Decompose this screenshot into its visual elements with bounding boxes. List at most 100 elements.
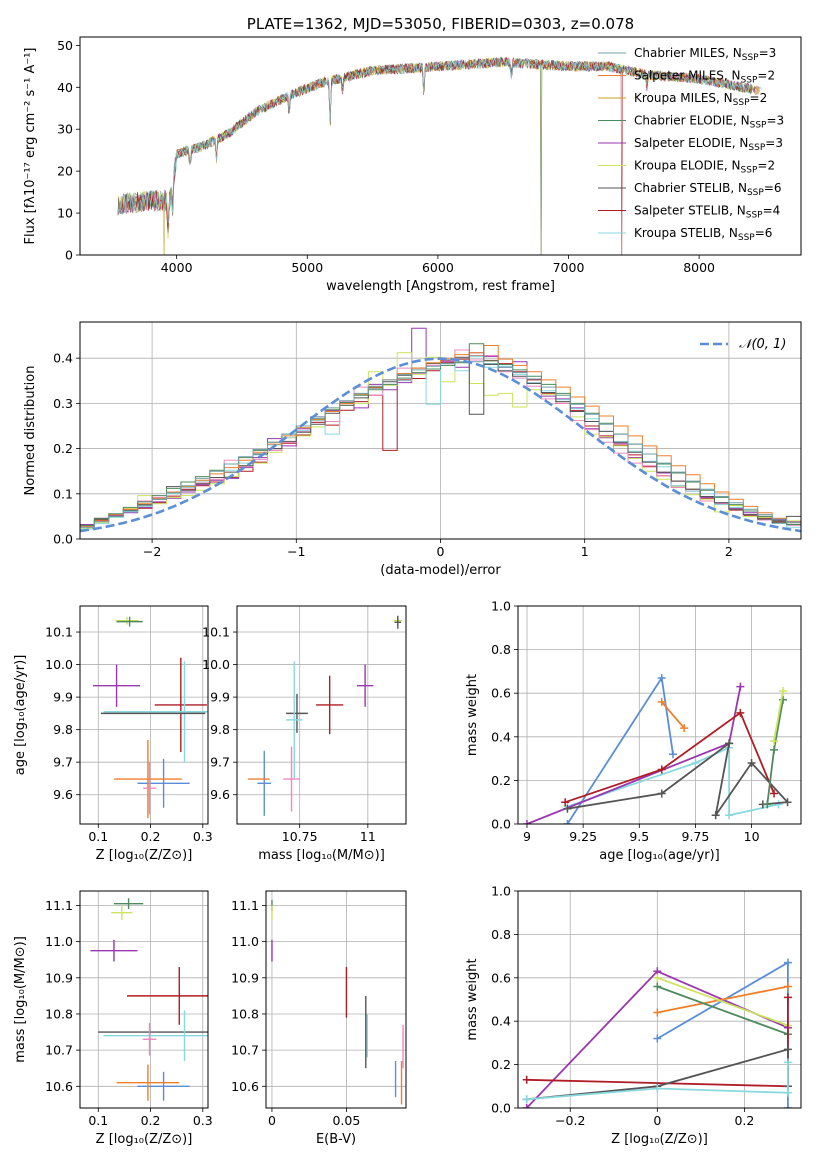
mass-vs-ebv-xtick-label-1: 0.05	[333, 1113, 361, 1128]
spectrum-legend-suffix-4: =3	[765, 136, 783, 150]
spectrum-xtick-label-1: 5000	[291, 260, 323, 275]
massweight-vs-age-marker-7-1	[779, 687, 788, 696]
massweight-vs-z-xtick-label-1: 0	[653, 1113, 661, 1128]
age-vs-z-point-3	[154, 657, 207, 753]
age-vs-z-ytick-label-1: 9.7	[53, 755, 73, 770]
spectrum-xlabel: wavelength [Angstrom, rest frame]	[326, 279, 555, 294]
massweight-vs-age-xlabel: age [log₁₀(age/yr)]	[599, 848, 720, 863]
spectrum-legend-suffix-2: =2	[750, 91, 768, 105]
mass-vs-ebv-ytick-label-5: 11.1	[231, 898, 259, 913]
massweight-vs-age-ytick-label-2: 0.4	[491, 729, 511, 744]
massweight-vs-age-marker-0-0	[563, 820, 572, 824]
spectrum-legend-label-3: Chabrier ELODIE, NSSP=3	[634, 114, 784, 131]
age-vs-z-xtick-label-0: 0.1	[88, 829, 108, 844]
massweight-vs-age-marker-5-3	[711, 811, 720, 820]
residuals-xtick-label-4: 2	[725, 544, 733, 559]
residuals-hist-6	[80, 345, 801, 527]
massweight-vs-age-plot-area	[522, 673, 792, 824]
mass-vs-z-plot-area	[90, 898, 208, 1101]
spectrum-legend-sub-5: SSP	[741, 166, 758, 176]
spectrum-ylabel: Flux [fλ10⁻¹⁷ erg cm⁻² s⁻¹ A⁻¹]	[23, 48, 38, 245]
spectrum-legend-suffix-6: =6	[764, 181, 782, 195]
age-vs-z-xtick-label-2: 0.3	[193, 829, 213, 844]
massweight-vs-age-xtick-label-2: 9.5	[629, 829, 649, 844]
spectrum-ytick-label-2: 20	[57, 164, 73, 179]
massweight-vs-age-marker-4-0	[561, 798, 570, 807]
age-vs-z-plot-area	[93, 616, 208, 819]
age-vs-z-point-0	[115, 616, 139, 625]
massweight-vs-z-marker-3-0	[653, 982, 662, 991]
massweight-vs-z-marker-2-0	[653, 1008, 662, 1017]
massweight-vs-age-marker-2-1	[691, 758, 700, 767]
mass-vs-z-point-8	[116, 1064, 180, 1101]
residuals-hist-8	[80, 361, 801, 528]
mass-vs-z-ytick-label-4: 11.0	[45, 934, 73, 949]
massweight-vs-age-series-7	[773, 690, 784, 742]
mass-vs-ebv-xlabel: E(B-V)	[316, 1132, 356, 1147]
age-vs-mass-ytick-label-2: 9.8	[210, 722, 230, 737]
spectrum-ytick-label-5: 50	[57, 38, 73, 53]
massweight-vs-z-axes: −0.2 0 0.2 0.0 0.2 0.4 0.6 0.8 1.0 Z [log₁₀(Z/Z⊙)…	[465, 884, 801, 1147]
massweight-vs-z-ytick-label-0: 0.0	[491, 1101, 511, 1116]
spectrum-frame	[79, 36, 802, 256]
residuals-hist-7	[80, 343, 801, 526]
massweight-vs-z-series-2	[657, 985, 789, 1014]
massweight-vs-z-marker-1-1	[783, 958, 792, 967]
spectrum-legend-suffix-1: =2	[757, 69, 775, 83]
spectrum-ytick-label-3: 30	[57, 122, 73, 137]
massweight-vs-z-ytick-label-5: 1.0	[491, 884, 511, 899]
spectrum-legend-sub-7: SSP	[746, 211, 763, 221]
massweight-vs-z-ytick-label-4: 0.8	[491, 927, 511, 942]
mass-vs-z-ylabel: mass [log₁₀(M/M⊙)]	[13, 936, 28, 1063]
age-vs-z-ytick-label-0: 9.6	[53, 787, 73, 802]
massweight-vs-z-ytick-label-3: 0.6	[491, 970, 511, 985]
massweight-vs-z-frame	[517, 890, 802, 1109]
residuals-xtick-label-2: 0	[437, 544, 445, 559]
mass-vs-z-point-5	[103, 1010, 208, 1061]
mass-vs-z-point-7	[137, 1071, 190, 1101]
massweight-vs-age-marker-7-0	[770, 737, 779, 746]
residuals-frame	[79, 321, 802, 540]
residuals-legend-label: 𝒩(0, 1)	[739, 337, 786, 352]
spectrum-legend-name-1: Salpeter MILES, N	[634, 69, 741, 83]
massweight-vs-age-marker-5-1	[657, 789, 666, 798]
mass-vs-z-ytick-label-1: 10.7	[45, 1043, 73, 1058]
spectrum-legend-label-5: Kroupa ELODIE, NSSP=2	[634, 159, 775, 176]
massweight-vs-age-marker-3-2	[736, 682, 745, 691]
massweight-vs-age-xtick-label-0: 9	[523, 829, 531, 844]
spectrum-legend-label-8: Kroupa STELIB, NSSP=6	[634, 226, 772, 243]
age-vs-mass-point-5	[286, 661, 303, 779]
spectrum-legend-sub-4: SSP	[748, 143, 765, 153]
spectrum-series-7	[117, 56, 751, 255]
massweight-vs-z-marker-2-1	[783, 982, 792, 991]
massweight-vs-z-xtick-label-0: −0.2	[555, 1113, 585, 1128]
spectrum-legend: Chabrier MILES, NSSP=3 Salpeter MILES, N S…	[598, 46, 784, 243]
spectrum-ytick-label-0: 0	[65, 248, 73, 263]
mass-vs-z-axes: 0.1 0.2 0.3 10.6 10.7 10.8 10.9 11.0 11.1 Z [log₁…	[13, 891, 213, 1147]
spectrum-series-8	[117, 57, 750, 223]
spectrum-ytick-label-4: 40	[57, 80, 73, 95]
massweight-vs-z-marker-7-2	[783, 1088, 792, 1097]
spectrum-legend-name-7: Salpeter STELIB, N	[634, 204, 746, 218]
massweight-vs-age-series-4	[564, 711, 775, 804]
mass-vs-z-point-6	[142, 1023, 157, 1056]
mass-vs-z-xtick-label-0: 0.1	[88, 1113, 108, 1128]
spectrum-legend-suffix-7: =4	[763, 204, 781, 218]
spectrum-legend-label-2: Kroupa MILES, NSSP=2	[634, 91, 767, 108]
residuals-ytick-label-2: 0.2	[53, 441, 73, 456]
massweight-vs-age-marker-5-4	[747, 758, 756, 767]
mass-vs-ebv-axes: 0 0.05 10.6 10.7 10.8 10.9 11.0 11.1 E(B-V)	[231, 891, 406, 1147]
age-vs-z-point-8	[143, 762, 156, 815]
massweight-vs-age-marker-2-4	[774, 800, 783, 809]
spectrum-title: PLATE=1362, MJD=53050, FIBERID=0303, z=0…	[247, 15, 634, 33]
age-vs-z-axes: 0.1 0.2 0.3 9.6 9.7 9.8 9.9 10.0 10.1 Z [log₁₀(Z/…	[13, 606, 213, 863]
spectrum-legend-label-0: Chabrier MILES, NSSP=3	[634, 46, 776, 63]
age-vs-mass-axes: 10.75 11 9.6 9.7 9.8 9.9 10.0 10.1 mass [log₁₀(M…	[202, 606, 406, 863]
massweight-vs-age-xtick-label-4: 10	[744, 829, 760, 844]
age-vs-z-xtick-label-1: 0.2	[141, 829, 161, 844]
residuals-ytick-label-3: 0.3	[53, 396, 73, 411]
spectrum-ytick-label-1: 10	[57, 206, 73, 221]
massweight-vs-z-xtick-label-2: 0.2	[734, 1113, 754, 1128]
spectrum-legend-name-4: Salpeter ELODIE, N	[634, 136, 748, 150]
